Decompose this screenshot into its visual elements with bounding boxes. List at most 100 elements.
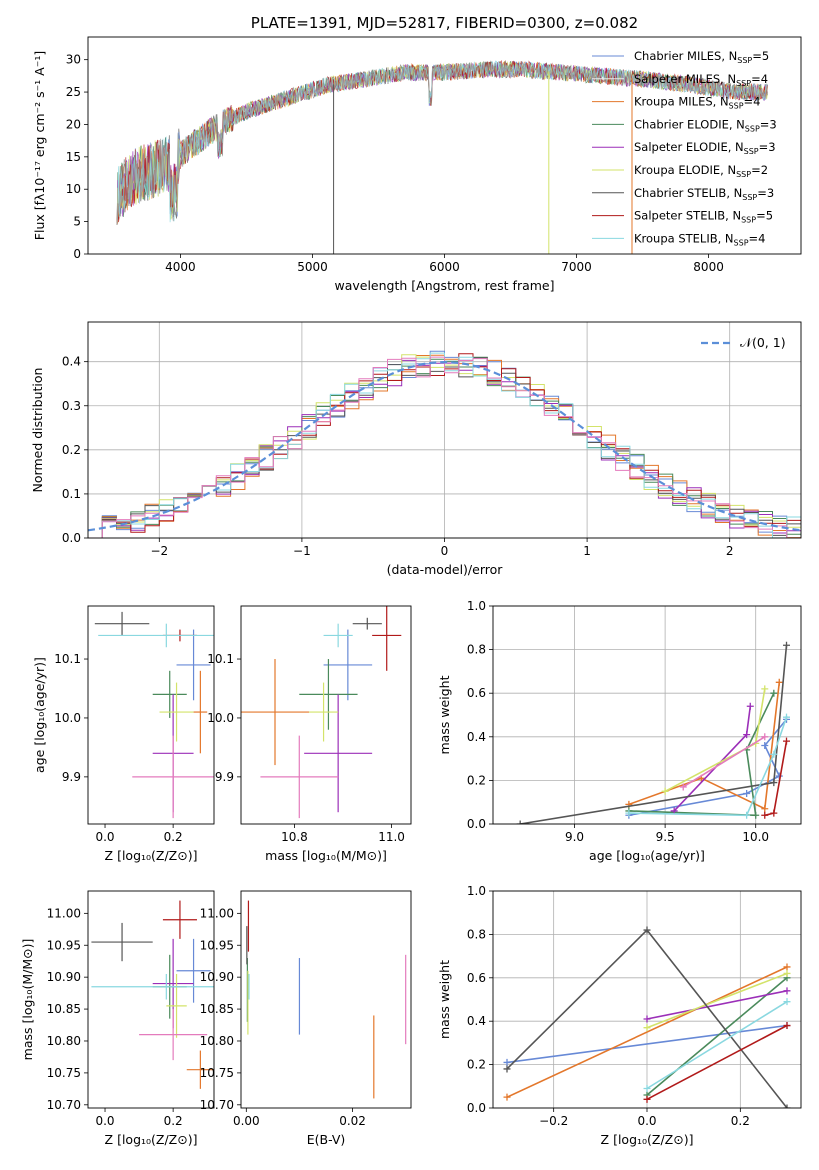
legend-subscript: SSP [744,147,759,156]
errorbar-point [186,1050,214,1089]
y-tick-label: 0.8 [467,927,486,941]
errorbar-point [176,629,211,701]
x-tick-label: 9.5 [656,830,675,844]
residual-legend: 𝒩(0, 1) [701,335,786,350]
errorbar-point [152,670,187,718]
mass-weight-marker [761,811,769,819]
legend-tail: =5 [752,49,769,63]
y-tick-label: 0.4 [467,730,486,744]
age-vs-metallicity-panel: 0.0 0.2 9.9 10.0 10.1 Z [log₁₀(Z/Z⊙)] age [log… [32,605,215,863]
y-tick-label: 10.80 [47,1034,81,1048]
legend-tail: =3 [760,117,777,131]
y-axis-label: mass weight [437,675,452,754]
mass-weight-line [628,682,781,810]
y-tick-label: 20 [66,117,81,131]
age-vs-mass-panel: 10.8 11.0 9.9 10.0 10.1 mass [log₁₀(M/M⊙)] [207,605,412,863]
y-tick-label: 0.2 [467,773,486,787]
mass-weight-marker [783,963,791,971]
y-tick-label: 0.8 [467,643,486,657]
errorbar-points [241,606,402,819]
mass-weight-marker [743,731,751,739]
spectrum-legend: Chabrier MILES, NSSP=5 Salpeter MILES, NS… [592,49,777,247]
errorbar-point [323,629,373,701]
legend-label: Salpeter MILES, NSSP=4 [634,72,768,88]
legend-subscript: SSP [736,170,751,179]
legend-label: Chabrier STELIB, NSSP=3 [634,186,774,202]
y-axis-label: mass weight [437,960,452,1039]
y-tick-label: 30 [66,53,81,67]
legend-tail: =2 [751,163,768,177]
legend-label: Kroupa ELODIE, NSSP=2 [634,163,768,179]
legend-label: Salpeter STELIB, NSSP=5 [634,209,773,225]
y-tick-label: 10.90 [47,970,81,984]
mass-weight-marker [746,702,754,710]
errorbar-point [159,682,194,742]
y-tick-label: 0.6 [467,971,486,985]
errorbar-point [323,623,353,648]
y-tick-label: 1.0 [467,884,486,898]
legend-label: 𝒩(0, 1) [740,335,786,350]
errorbar-point [309,682,339,742]
errorbar-point [352,617,382,630]
y-tick-label: 0.3 [62,399,81,413]
mass-weight-marker [783,998,791,1006]
y-tick-label: 11.00 [47,906,81,920]
errorbar-point [98,623,214,648]
mass-weight-marker [783,987,791,995]
y-tick-label: 0.0 [467,1101,486,1115]
x-tick-label: 0.0 [637,1114,656,1128]
mass-weight-marker [516,820,524,824]
x-axis-label: Z [log₁₀(Z/Z⊙)] [105,848,198,863]
legend-subscript: SSP [729,102,744,111]
mass-weight-marker [679,783,687,791]
mass-weight-line [646,1001,788,1090]
y-tick-label: 0.2 [467,1058,486,1072]
axes-frame [87,605,215,825]
mass-weight-marker [783,737,791,745]
spectrum-panel: PLATE=1391, MJD=52817, FIBERID=0300, z=0… [32,14,802,293]
errorbar-point [139,1009,208,1061]
errorbar-point [176,938,211,1003]
residual-histogram-panel: −2 −1 0 1 2 0.0 0.1 0.2 0.3 0.4 (data-model)/error… [30,321,802,577]
x-axis-label: wavelength [Angstrom, rest frame] [334,278,554,293]
mass-weight-line [506,1024,788,1064]
y-tick-label: 0.4 [62,355,81,369]
legend-tail: =3 [759,140,776,154]
mass-weight-marker [661,787,669,795]
y-tick-label: 10.1 [207,652,234,666]
mass-weight-line [628,692,775,817]
y-tick-label: 10.75 [47,1066,81,1080]
y-tick-label: 10.85 [200,1002,234,1016]
y-tick-label: 10.85 [47,1002,81,1016]
x-tick-label: 0.00 [233,1114,260,1128]
x-tick-label: −0.2 [539,1114,568,1128]
chart-title: PLATE=1391, MJD=52817, FIBERID=0300, z=0… [251,14,638,32]
errorbar-point [241,659,309,766]
legend-label: Chabrier ELODIE, NSSP=3 [634,117,777,133]
y-tick-label: 10.1 [54,652,81,666]
mass-weight-series [503,926,791,1108]
x-tick-label: −2 [150,544,168,558]
errorbar-points [246,900,407,1099]
y-tick-label: 25 [66,85,81,99]
legend-subscript: SSP [741,216,756,225]
axes-frame [87,890,215,1109]
spectrum-series-line [116,60,768,225]
mass-weight-marker [770,750,778,758]
legend-subscript: SSP [745,124,760,133]
x-tick-label: 0.2 [164,830,183,844]
x-tick-label: −1 [293,544,311,558]
errorbar-point [166,973,187,1038]
mass-weight-line [506,966,788,1098]
y-axis-label: Normed distribution [30,368,45,493]
y-tick-label: 10.0 [54,711,81,725]
mass-weight-line [646,1024,788,1101]
legend-label: Chabrier MILES, NSSP=5 [634,49,769,65]
normal-curve [88,360,801,532]
mass-weight-marker [761,805,769,813]
mass-weight-line [628,716,788,817]
legend-label: Kroupa STELIB, NSSP=4 [634,231,765,247]
errorbar-point [94,611,150,636]
mass-weight-marker [783,969,791,977]
